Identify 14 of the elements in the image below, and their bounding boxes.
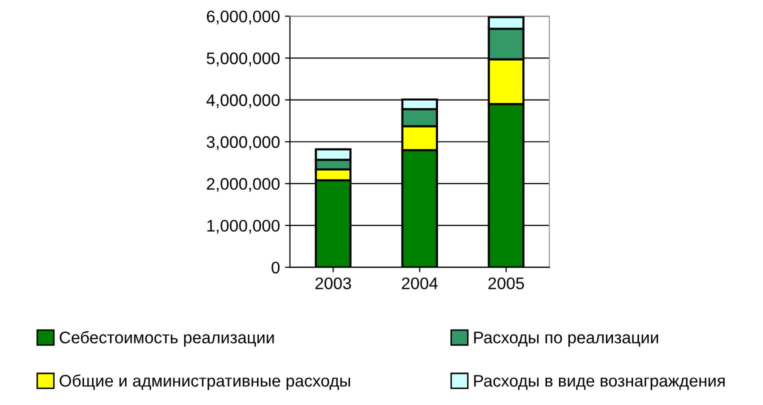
y-tick-label: 0 bbox=[272, 262, 280, 274]
x-tick-label: 2005 bbox=[488, 277, 524, 290]
legend-label: Общие и административные расходы bbox=[60, 374, 350, 390]
legend-label: Расходы по реализации bbox=[474, 332, 658, 347]
y-tick-label: 5,000,000 bbox=[206, 52, 280, 66]
y-tick-label: 1,000,000 bbox=[207, 220, 280, 234]
legend-label: Расходы в виде вознаграждения bbox=[474, 375, 725, 390]
x-tick-label: 2003 bbox=[315, 277, 351, 290]
y-tick-label: 4,000,000 bbox=[206, 94, 280, 108]
y-tick-label: 2,000,000 bbox=[206, 178, 280, 192]
y-tick-label: 3,000,000 bbox=[206, 136, 280, 150]
legend-label: Себестоимость реализации bbox=[60, 331, 274, 347]
x-tick-label: 2004 bbox=[402, 277, 438, 290]
y-tick-label: 6,000,000 bbox=[206, 10, 280, 24]
